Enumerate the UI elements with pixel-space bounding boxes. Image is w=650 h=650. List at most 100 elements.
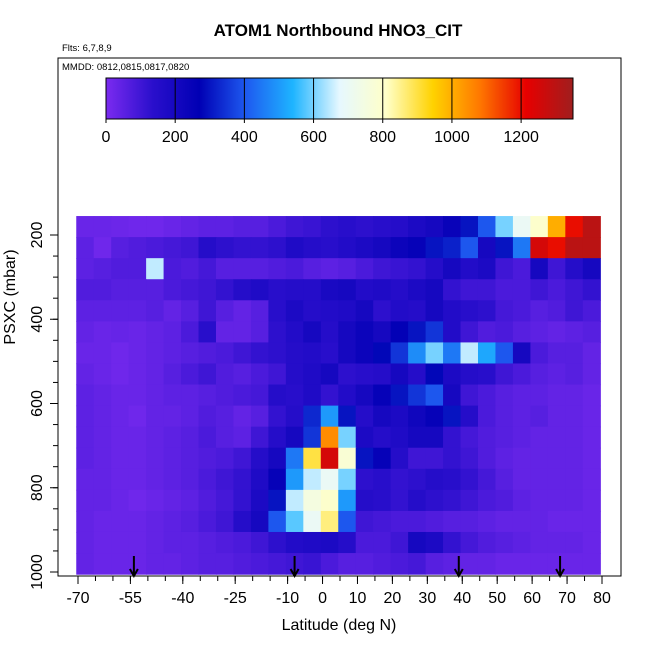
heatmap-cell [460,384,479,407]
heatmap-cell [425,363,444,386]
colorbar [105,77,574,120]
heatmap-cell [111,447,130,470]
heatmap-cell [198,279,217,301]
heatmap-cell [390,300,409,322]
heatmap-cell [163,510,182,533]
heatmap-cell [76,405,95,428]
heatmap-cell [582,510,601,533]
heatmap-cell [373,216,392,238]
y-axis: 200 400 600 800 1000 [29,222,58,590]
heatmap-cell [530,447,549,470]
colorbar-tick-label: 400 [231,129,258,146]
heatmap-cell [355,363,374,386]
heatmap-cell [477,405,497,428]
heatmap-cell [530,384,549,407]
heatmap-cell [268,468,287,491]
heatmap-cell [355,321,374,344]
heatmap-cell [233,531,252,554]
heatmap-cell [303,468,322,491]
heatmap-cell [128,489,147,512]
y-tick-label: 200 [29,222,46,249]
heatmap-cell [443,447,462,470]
heatmap-cell [495,510,514,533]
flight-profile-markers [129,556,565,579]
heatmap-cell [303,447,322,470]
heatmap-cell [233,342,252,365]
heatmap-cell [390,489,409,512]
heatmap-cell [530,342,549,365]
heatmap-cell [530,363,549,386]
heatmap-cell [512,531,531,554]
heatmap-cell [285,426,304,449]
heatmap-cell [390,426,409,449]
heatmap-cell [582,342,601,365]
heatmap-cell [355,384,374,407]
heatmap-cell [443,510,462,533]
heatmap-cell [320,321,339,344]
heatmap-cell [338,553,357,575]
heatmap-cell [76,363,95,386]
heatmap-cell [460,510,479,533]
heatmap-cell [530,258,549,280]
heatmap-cell [250,489,269,512]
heatmap-cell [320,426,339,449]
heatmap-cell [338,489,357,512]
colorbar-ticks: 0 200 400 600 800 1000 1200 [102,78,539,146]
heatmap-cell [320,468,339,491]
heatmap-cell [565,510,584,533]
x-tick-label: 50 [488,590,506,607]
heatmap-cell [408,447,427,470]
colorbar-tick-label: 0 [102,129,111,146]
heatmap-cell [198,447,217,470]
heatmap-cell [408,553,427,575]
heatmap-cell [128,384,147,407]
heatmap-cell [93,363,112,386]
heatmap-cell [408,426,427,449]
heatmap-cell [477,258,497,280]
heatmap-cell [250,510,269,533]
heatmap-cell [443,468,462,491]
heatmap-cell [390,553,409,575]
heatmap-cell [163,342,182,365]
heatmap-cell [582,531,601,554]
heatmap-cell [547,363,566,386]
heatmap-cell [303,553,322,575]
heatmap-cell [198,363,217,386]
heatmap-cell [338,447,357,470]
heatmap-cell [338,321,357,344]
heatmap-cell [338,468,357,491]
heatmap-cell [338,342,357,365]
heatmap-cell [233,279,252,301]
colorbar-tick-label: 200 [162,129,189,146]
heatmap-cell [320,342,339,365]
heatmap-cell [390,279,409,301]
heatmap-cell [425,553,444,575]
heatmap-cell [285,321,304,344]
heatmap-cell [215,405,235,428]
heatmap-cell [373,426,392,449]
heatmap-cell [111,300,130,322]
heatmap-cell [146,300,165,322]
heatmap-cell [93,553,112,575]
heatmap-cell [373,279,392,301]
heatmap-cell [425,216,444,238]
heatmap-cell [215,531,235,554]
heatmap-cell [443,553,462,575]
heatmap-cell [233,489,252,512]
heatmap-cell [460,531,479,554]
heatmap-cell [181,426,200,449]
heatmap-cell [547,216,566,238]
heatmap-cell [303,531,322,554]
heatmap-cell [565,531,584,554]
heatmap-cell [338,426,357,449]
heatmap-cell [320,553,339,575]
heatmap-cell [373,258,392,280]
heatmap-cell [425,489,444,512]
heatmap-cell [285,531,304,554]
flights-label: Flts: 6,7,8,9 [62,43,112,54]
heatmap-cell [146,553,165,575]
heatmap-cell [198,531,217,554]
heatmap-cell [146,321,165,344]
heatmap-cell [215,426,235,449]
heatmap-cell [146,342,165,365]
